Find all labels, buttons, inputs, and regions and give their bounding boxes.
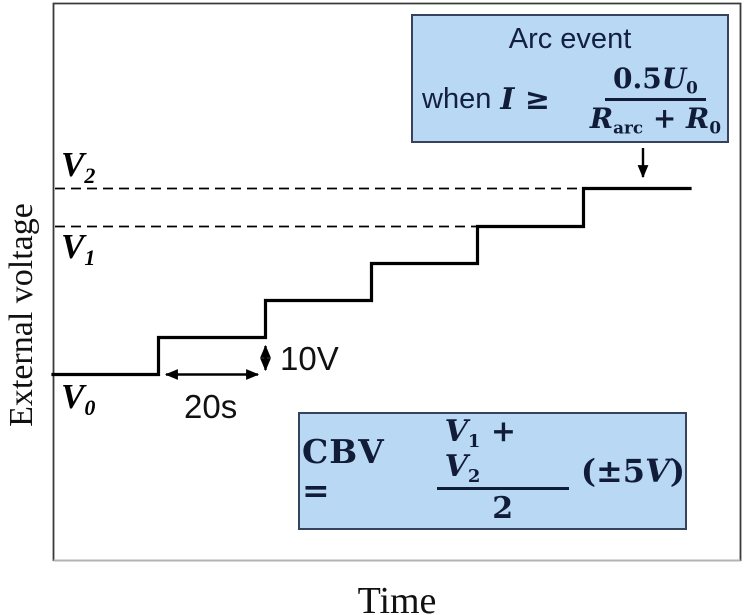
v0-sub: 0 [84, 395, 96, 420]
step-width-label: 20s [184, 388, 238, 425]
level-label-v0: V0 [61, 377, 95, 419]
cbv-num-op: + [490, 414, 516, 450]
arc-num-var: U [661, 61, 687, 95]
arc-num-coeff: 0.5 [613, 61, 662, 95]
cbv-name: CBV [302, 432, 385, 471]
arc-current-var: I [500, 81, 515, 117]
arc-den-var2: R [686, 102, 710, 135]
plot-frame [52, 2, 742, 561]
arc-fraction-denominator: Rarc + R0 [589, 101, 721, 138]
cbv-fraction: V1 + V2 2 [436, 414, 569, 527]
cbv-tolerance: (±5V) [581, 452, 685, 490]
cbv-num-var2: V [444, 448, 468, 484]
arc-event-title: Arc event [508, 23, 632, 55]
arc-event-box: Arc event when I ≥ 0.5U0 Rarc + R0 [411, 14, 729, 143]
arc-fraction-numerator: 0.5U0 [605, 61, 706, 101]
staircase-waveform [51, 186, 692, 377]
cbv-equals-sign: = [302, 471, 331, 510]
v0-var: V [61, 377, 85, 416]
arc-event-condition: when I ≥ 0.5U0 Rarc + R0 [413, 56, 727, 140]
arc-relation-sign: ≥ [524, 81, 550, 117]
cbv-formula-box: CBV = V1 + V2 2 (±5V) [298, 412, 687, 530]
arc-den-op: + [652, 102, 677, 135]
arc-when-word: when [422, 82, 492, 115]
cbv-formula: CBV = V1 + V2 2 (±5V) [300, 414, 685, 528]
cbv-tol-var: V [645, 452, 670, 490]
v2-sub: 2 [84, 163, 96, 188]
x-axis-title: Time [357, 580, 437, 615]
cbv-num-sub1: 1 [467, 431, 481, 453]
arc-den-sub1: arc [613, 117, 644, 138]
v1-var: V [61, 227, 85, 266]
level-label-v2: V2 [61, 145, 95, 187]
arc-condition-lhs: I ≥ [500, 82, 550, 117]
step-height-label: 10V [280, 340, 339, 377]
cbv-num-var1: V [444, 414, 468, 450]
cbv-lhs: CBV = [302, 432, 425, 510]
cbv-tol-close: ) [669, 452, 685, 490]
arc-fraction: 0.5U0 Rarc + R0 [589, 61, 721, 138]
y-axis-title: External voltage [3, 203, 40, 427]
v2-var: V [61, 145, 85, 184]
arc-den-sub2: 0 [709, 117, 721, 138]
arc-den-var1: R [589, 102, 614, 135]
v1-sub: 1 [84, 245, 96, 270]
level-label-v1: V1 [61, 227, 95, 269]
arc-num-sub: 0 [686, 77, 698, 98]
cbv-fraction-numerator: V1 + V2 [436, 414, 569, 491]
cbv-tol-open: (±5 [580, 452, 646, 490]
cbv-num-sub2: 2 [467, 465, 481, 487]
cbv-fraction-denominator: 2 [492, 491, 514, 527]
